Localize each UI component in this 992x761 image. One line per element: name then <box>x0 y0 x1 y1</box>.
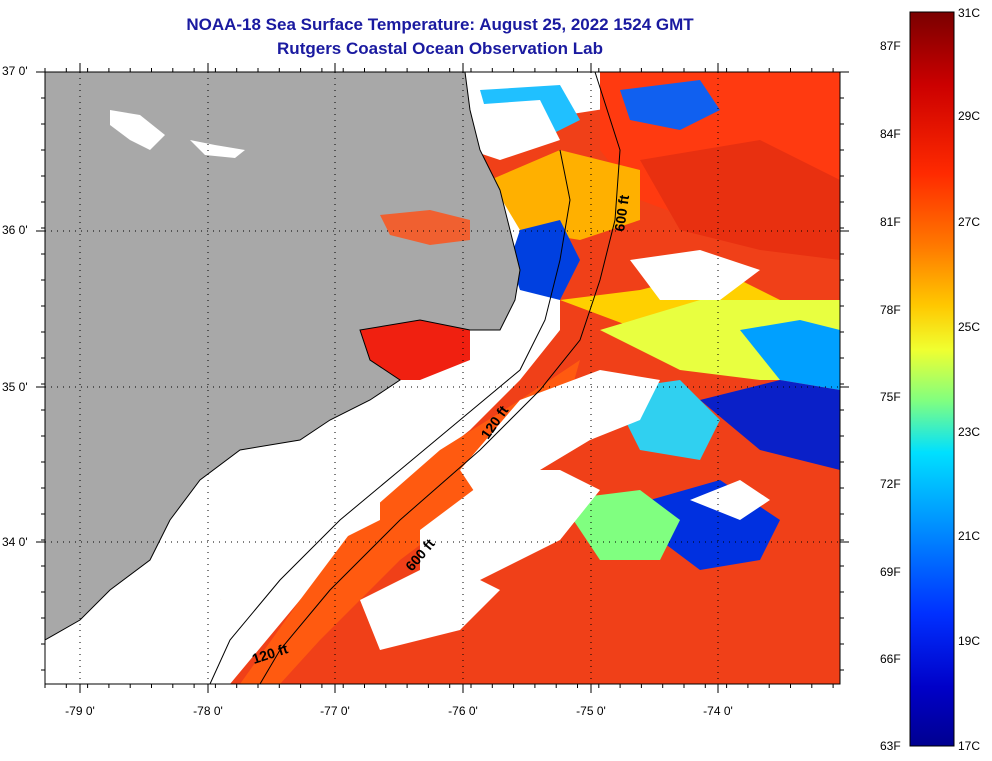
colorbar-c-17: 17C <box>958 739 981 753</box>
contour-label-600ft-north: 600 ft <box>611 194 632 233</box>
lon-label-75: -75 0' <box>576 704 606 718</box>
colorbar-c-27: 27C <box>958 215 981 229</box>
lon-label-79: -79 0' <box>65 704 95 718</box>
colorbar-c-21: 21C <box>958 529 981 543</box>
colorbar-c-31: 31C <box>958 6 981 20</box>
colorbar-f-81: 81F <box>880 215 901 229</box>
axis-ticks <box>36 63 849 693</box>
colorbar-f-75: 75F <box>880 390 901 404</box>
chart-title: NOAA-18 Sea Surface Temperature: August … <box>186 15 694 34</box>
chart-subtitle: Rutgers Coastal Ocean Observation Lab <box>277 39 603 58</box>
colorbar-f-63: 63F <box>880 739 901 753</box>
lon-label-74: -74 0' <box>703 704 733 718</box>
cloud-area <box>470 100 560 160</box>
lat-label-34: 34 0' <box>2 535 28 549</box>
lon-label-76: -76 0' <box>448 704 478 718</box>
colorbar-c-29: 29C <box>958 109 981 123</box>
lat-label-36: 36 0' <box>2 223 28 237</box>
600ft-isobath <box>259 72 621 684</box>
120ft-isobath <box>209 149 571 684</box>
lon-label-78: -78 0' <box>193 704 223 718</box>
map-frame <box>44 71 841 685</box>
lat-label-37: 37 0' <box>2 64 28 78</box>
colorbar-f-66: 66F <box>880 652 901 666</box>
lat-label-35: 35 0' <box>2 380 28 394</box>
colorbar-f-84: 84F <box>880 127 901 141</box>
sst-field <box>45 72 840 684</box>
grid-lines <box>45 71 840 684</box>
colorbar-f-87: 87F <box>880 39 901 53</box>
colorbar <box>909 11 955 747</box>
colorbar-c-23: 23C <box>958 425 981 439</box>
colorbar-f-69: 69F <box>880 565 901 579</box>
colorbar-c-19: 19C <box>958 634 981 648</box>
cold-water-patch <box>510 220 580 300</box>
lon-label-77: -77 0' <box>320 704 350 718</box>
colorbar-f-72: 72F <box>880 477 901 491</box>
colorbar-f-78: 78F <box>880 303 901 317</box>
colorbar-c-25: 25C <box>958 320 981 334</box>
